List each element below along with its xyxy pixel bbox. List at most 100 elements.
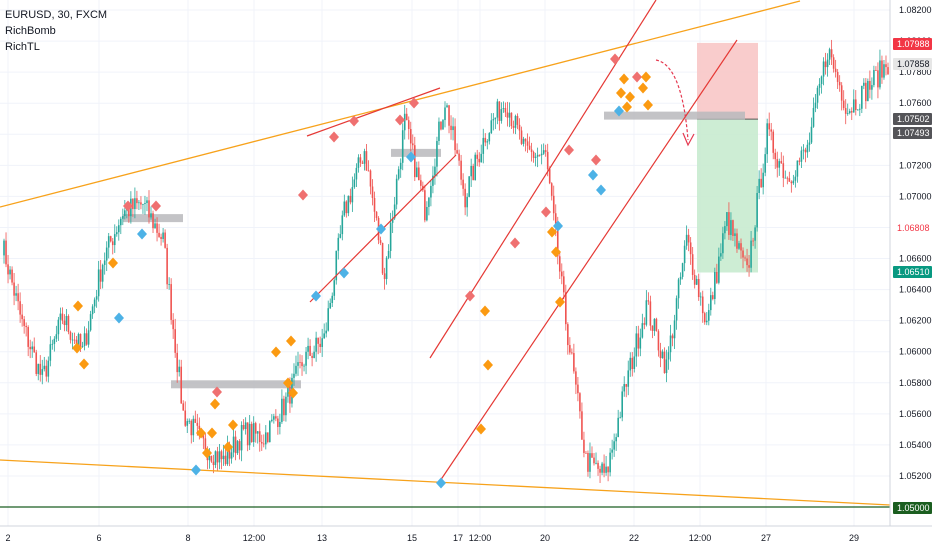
candle-body xyxy=(514,115,517,128)
candle-body xyxy=(470,165,472,177)
candle-body xyxy=(524,138,527,142)
candle-body xyxy=(701,296,704,314)
price-badge-label: 1.07493 xyxy=(897,128,930,138)
candle-body xyxy=(176,352,178,373)
candle-body xyxy=(285,396,287,416)
candle-body xyxy=(397,169,400,179)
signal-diamond xyxy=(619,73,629,85)
candle-body xyxy=(218,451,221,463)
candle-body xyxy=(69,331,72,340)
candle-body xyxy=(583,439,585,453)
candle-body xyxy=(448,105,450,126)
signal-diamond xyxy=(476,423,486,435)
candle-body xyxy=(198,425,201,430)
candle-body xyxy=(188,420,191,422)
candle-body xyxy=(687,234,690,243)
symbol-title[interactable]: EURUSD, 30, FXCM xyxy=(5,9,108,21)
candle-body xyxy=(434,166,436,176)
candle-body xyxy=(579,393,581,412)
candle-body xyxy=(59,313,62,320)
candle-body xyxy=(653,318,656,331)
candle-body xyxy=(774,152,777,160)
candle-body xyxy=(411,143,414,146)
candle-body xyxy=(631,357,634,369)
chart-legend: EURUSD, 30, FXCM RichBomb RichTL xyxy=(5,7,107,55)
candle-body xyxy=(413,145,416,178)
candle-body xyxy=(550,183,553,196)
price-badge-last xyxy=(893,58,932,70)
consolidation-zone xyxy=(171,380,301,389)
candle-body xyxy=(508,112,511,118)
candle-body xyxy=(27,327,29,347)
candle-body xyxy=(738,243,740,249)
candle-body xyxy=(190,420,193,436)
candle-body xyxy=(63,320,66,326)
candle-body xyxy=(325,330,327,334)
candle-body xyxy=(806,144,809,153)
candle-body xyxy=(800,150,803,162)
candle-body xyxy=(335,250,338,281)
candle-body xyxy=(671,335,674,339)
candles-group xyxy=(3,39,889,483)
candle-body xyxy=(230,452,233,459)
candle-body xyxy=(798,160,801,162)
candle-body xyxy=(351,187,354,203)
candle-body xyxy=(464,188,466,208)
candle-body xyxy=(37,363,40,374)
candle-body xyxy=(315,337,317,352)
signal-diamond xyxy=(588,169,598,181)
candle-body xyxy=(307,345,309,352)
indicator-richbomb[interactable]: RichBomb xyxy=(5,25,56,37)
candle-body xyxy=(689,242,692,255)
candle-body xyxy=(454,126,456,151)
candle-body xyxy=(355,167,358,180)
candle-body xyxy=(486,141,489,143)
signal-diamond xyxy=(622,101,632,113)
candle-body xyxy=(267,432,269,443)
candle-body xyxy=(61,313,64,321)
candle-body xyxy=(792,180,795,184)
price-tick-label: 1.05200 xyxy=(899,471,932,481)
price-badge-label: 1.07858 xyxy=(897,59,930,69)
candle-body xyxy=(667,352,670,360)
signal-diamond xyxy=(564,144,574,156)
candle-body xyxy=(714,272,716,299)
candle-body xyxy=(649,301,652,326)
rising-channel-lower xyxy=(439,39,738,482)
candle-body xyxy=(43,365,46,370)
candle-body xyxy=(293,373,295,378)
candle-body xyxy=(877,70,879,88)
signal-diamond xyxy=(271,346,281,358)
candle-body xyxy=(103,260,106,265)
candle-body xyxy=(148,200,150,218)
price-tick-label: 1.05400 xyxy=(899,440,932,450)
indicator-richtl[interactable]: RichTL xyxy=(5,41,40,53)
signal-diamond xyxy=(79,358,89,370)
candle-body xyxy=(97,269,100,297)
upper-trendline xyxy=(0,0,801,208)
candle-body xyxy=(192,418,195,436)
candle-body xyxy=(609,452,611,473)
candle-body xyxy=(611,449,613,453)
candle-body xyxy=(617,417,619,438)
candle-body xyxy=(154,223,156,229)
time-tick-label: 6 xyxy=(96,533,101,543)
candle-body xyxy=(605,466,607,473)
candle-body xyxy=(19,301,21,315)
candle-body xyxy=(804,149,807,153)
signal-diamond xyxy=(196,427,206,439)
signal-diamond xyxy=(212,386,222,398)
candle-body xyxy=(337,237,340,251)
candle-body xyxy=(91,306,94,315)
candle-body xyxy=(25,325,27,328)
candle-body xyxy=(375,211,378,218)
candle-body xyxy=(234,436,237,454)
candle-body xyxy=(691,254,694,275)
candle-body xyxy=(162,232,164,239)
candle-body xyxy=(327,308,330,331)
candle-body xyxy=(677,279,680,299)
candle-body xyxy=(305,351,307,366)
candle-body xyxy=(720,253,722,257)
